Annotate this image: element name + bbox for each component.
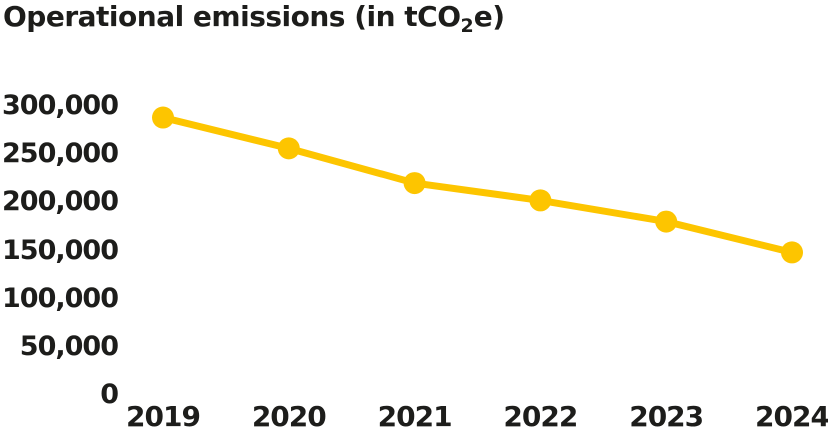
data-point-2024 bbox=[781, 241, 803, 264]
x-tick-label-2023: 2023 bbox=[629, 400, 704, 433]
data-point-2019 bbox=[152, 106, 174, 129]
y-tick-label-250000: 250,000 bbox=[2, 138, 119, 170]
emissions-line bbox=[162, 114, 793, 256]
x-tick-label-2020: 2020 bbox=[251, 400, 327, 433]
chart-title: Operational emissions (in tCO2e) bbox=[3, 0, 505, 37]
data-point-2023 bbox=[655, 210, 678, 233]
y-tick-label-150000: 150,000 bbox=[2, 234, 119, 266]
data-point-2022 bbox=[529, 189, 552, 212]
y-tick-label-50000: 50,000 bbox=[19, 330, 119, 362]
x-tick-label-2021: 2021 bbox=[377, 400, 453, 433]
x-tick-label-2024: 2024 bbox=[755, 400, 828, 433]
chart-title-subscript: 2 bbox=[460, 15, 474, 37]
x-tick-label-2022: 2022 bbox=[503, 400, 578, 433]
data-point-2021 bbox=[403, 172, 426, 195]
chart-title-suffix: e) bbox=[473, 0, 505, 33]
chart-title-text: Operational emissions (in tCO bbox=[3, 0, 461, 33]
data-point-2020 bbox=[277, 137, 300, 160]
y-tick-label-200000: 200,000 bbox=[2, 186, 119, 218]
x-tick-label-2019: 2019 bbox=[126, 400, 201, 433]
y-tick-label-0: 0 bbox=[100, 379, 119, 410]
y-tick-label-300000: 300,000 bbox=[2, 90, 119, 121]
y-tick-label-100000: 100,000 bbox=[2, 282, 119, 314]
